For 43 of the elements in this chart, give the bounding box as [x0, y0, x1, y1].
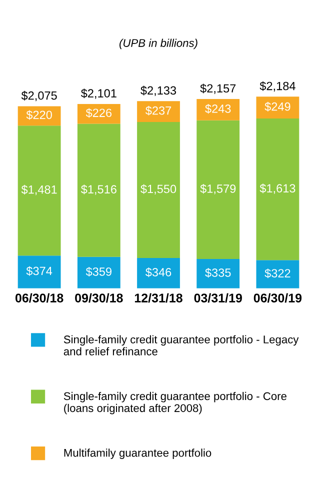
bar: [256, 260, 300, 288]
data-label: $1,481: [21, 184, 57, 196]
data-label: $249: [264, 102, 290, 112]
data-label: $322: [264, 268, 290, 278]
bar: [77, 124, 120, 257]
total-label: $2,133: [140, 86, 176, 96]
legend-label: Multifamily guarantee portfolio: [64, 448, 212, 459]
data-label: $1,550: [140, 184, 176, 195]
x-tick-label: 06/30/18: [15, 293, 64, 303]
bar: [196, 258, 240, 288]
total-label: $2,075: [21, 90, 57, 102]
x-tick-label: 03/31/19: [194, 293, 242, 303]
legend-label: Single-family credit guarantee portfolio - Core (loans originated after 2008): [64, 392, 286, 414]
bar: [77, 104, 120, 124]
total-label: $2,101: [80, 88, 116, 99]
x-tick-label: 09/30/18: [75, 293, 123, 303]
data-label: $237: [145, 106, 172, 116]
bar: [196, 99, 240, 120]
data-label: $1,516: [80, 184, 116, 195]
data-label: $374: [26, 266, 52, 276]
data-label: $220: [26, 110, 52, 120]
bar: [77, 256, 120, 288]
legend-label: Single-family credit guarantee portfolio - Legacy and relief refinance: [64, 335, 299, 356]
bar: [137, 258, 180, 288]
bar: [256, 118, 300, 260]
bar: [18, 126, 61, 256]
data-label: $1,613: [260, 184, 296, 194]
bar: [196, 120, 240, 259]
bar: [18, 256, 61, 288]
total-label: $2,184: [260, 81, 296, 92]
data-label: $346: [145, 268, 172, 278]
data-label: $335: [205, 268, 231, 278]
bar: [137, 101, 180, 122]
data-label: $359: [86, 266, 112, 277]
bar: [137, 122, 180, 258]
data-label: $226: [86, 108, 112, 118]
chart-title: (UPB in billions): [120, 38, 198, 50]
total-label: $2,157: [200, 84, 236, 94]
x-tick-label: 06/30/19: [254, 293, 302, 303]
x-tick-label: 12/31/18: [134, 293, 182, 303]
data-label: $243: [205, 104, 231, 114]
data-label: $1,579: [200, 184, 236, 194]
bar: [256, 96, 300, 119]
